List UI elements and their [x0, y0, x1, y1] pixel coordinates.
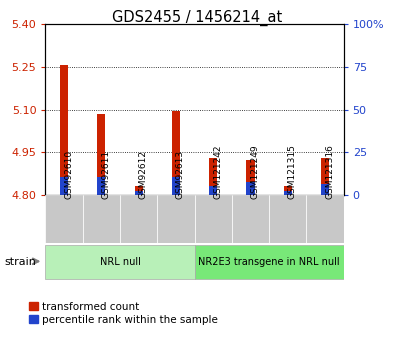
Bar: [232, 195, 269, 243]
Text: GSM121316: GSM121316: [325, 144, 334, 199]
Bar: [60, 177, 68, 195]
Bar: [97, 177, 105, 195]
Bar: [45, 245, 194, 279]
Text: NRL null: NRL null: [100, 257, 140, 267]
Bar: [284, 186, 292, 191]
Text: GSM92613: GSM92613: [176, 150, 185, 199]
Bar: [307, 195, 344, 243]
Bar: [284, 186, 292, 195]
Bar: [209, 158, 217, 186]
Bar: [194, 195, 232, 243]
Bar: [157, 195, 194, 243]
Bar: [209, 186, 217, 195]
Legend: transformed count, percentile rank within the sample: transformed count, percentile rank withi…: [29, 302, 218, 325]
Bar: [83, 195, 120, 243]
Bar: [45, 195, 83, 243]
Text: GSM121315: GSM121315: [288, 144, 297, 199]
Bar: [246, 160, 254, 182]
Bar: [97, 114, 105, 177]
Bar: [120, 195, 157, 243]
Bar: [321, 158, 329, 184]
Bar: [194, 245, 344, 279]
Bar: [246, 182, 254, 195]
Text: GSM92610: GSM92610: [64, 150, 73, 199]
Bar: [269, 195, 307, 243]
Text: GSM121249: GSM121249: [250, 144, 260, 199]
Text: GSM121242: GSM121242: [213, 144, 222, 199]
Text: NR2E3 transgene in NRL null: NR2E3 transgene in NRL null: [198, 257, 340, 267]
Text: GSM92611: GSM92611: [102, 150, 110, 199]
Bar: [321, 184, 329, 195]
Bar: [60, 66, 68, 177]
Text: GSM92612: GSM92612: [139, 150, 148, 199]
Bar: [172, 177, 180, 195]
Text: GDS2455 / 1456214_at: GDS2455 / 1456214_at: [112, 10, 283, 26]
Bar: [135, 186, 143, 195]
Bar: [135, 186, 143, 191]
Text: strain: strain: [5, 257, 37, 267]
Bar: [172, 111, 180, 177]
